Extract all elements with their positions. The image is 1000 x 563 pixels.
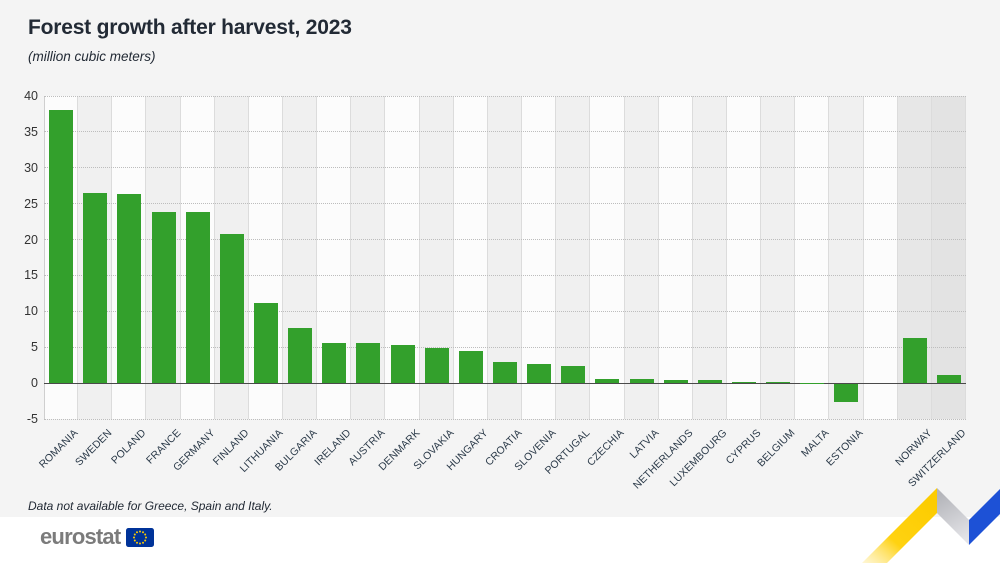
- bar-hungary[interactable]: [458, 350, 483, 384]
- column-stripe: [658, 96, 693, 419]
- column-stripe: [692, 96, 727, 419]
- bar-luxembourg[interactable]: [697, 380, 722, 384]
- y-tick-label: 10: [24, 304, 38, 319]
- bar-bulgaria[interactable]: [288, 327, 313, 384]
- footer-bar: eurostat: [0, 517, 1000, 563]
- decoration-ribbon-icon: [862, 488, 1000, 563]
- eurostat-logo[interactable]: eurostat: [40, 524, 155, 549]
- bar-austria[interactable]: [356, 342, 381, 384]
- bar-lithuania[interactable]: [253, 303, 278, 384]
- y-tick-label: 35: [24, 124, 38, 139]
- column-stripe: [624, 96, 659, 419]
- bar-romania[interactable]: [49, 109, 74, 384]
- y-tick-label: 5: [31, 340, 38, 355]
- gridline: [44, 346, 966, 348]
- gridline: [44, 274, 966, 276]
- eu-flag-icon: [126, 527, 155, 547]
- bar-poland[interactable]: [117, 193, 142, 384]
- column-stripe: [795, 96, 830, 419]
- bar-slovakia[interactable]: [424, 347, 449, 384]
- column-stripe: [761, 96, 796, 419]
- y-tick-label: 25: [24, 196, 38, 211]
- bar-portugal[interactable]: [561, 365, 586, 384]
- gridline: [44, 95, 966, 97]
- y-tick-label: 40: [24, 89, 38, 103]
- y-tick-label: -5: [26, 412, 38, 426]
- column-stripe: [863, 96, 898, 419]
- bar-finland[interactable]: [219, 233, 244, 384]
- bar-czechia[interactable]: [595, 378, 620, 384]
- y-tick-label: 20: [24, 232, 38, 247]
- bar-netherlands[interactable]: [663, 379, 688, 384]
- bar-croatia[interactable]: [493, 361, 517, 384]
- y-tick-label: 15: [24, 268, 38, 283]
- bar-slovenia[interactable]: [527, 363, 552, 384]
- gridline: [44, 239, 966, 241]
- bar-latvia[interactable]: [629, 378, 654, 384]
- bar-norway[interactable]: [902, 337, 927, 384]
- bar-sweden[interactable]: [83, 192, 108, 384]
- column-stripe: [726, 96, 762, 419]
- bar-france[interactable]: [151, 211, 176, 384]
- bar-denmark[interactable]: [390, 345, 415, 384]
- footnote: Data not available for Greece, Spain and…: [28, 499, 273, 513]
- gridline: [44, 310, 966, 312]
- column-stripe: [556, 96, 591, 419]
- page-title: Forest growth after harvest, 2023: [28, 16, 352, 39]
- column-stripe: [590, 96, 625, 419]
- y-tick-label: 30: [24, 160, 38, 175]
- bar-cyprus[interactable]: [732, 381, 757, 384]
- bar-switzerland[interactable]: [936, 375, 961, 384]
- bar-belgium[interactable]: [766, 381, 791, 384]
- bar-germany[interactable]: [185, 211, 210, 384]
- plot-area: [44, 95, 966, 420]
- gridline: [44, 131, 966, 133]
- gridline: [44, 203, 966, 205]
- gridline: [44, 418, 966, 420]
- column-stripe: [931, 96, 966, 419]
- column-stripe: [829, 96, 864, 419]
- y-tick-label: 0: [31, 376, 38, 391]
- zero-axis-line: [44, 382, 966, 384]
- eurostat-logo-text: eurostat: [40, 524, 121, 549]
- gridline: [44, 167, 966, 169]
- page-subtitle: (million cubic meters): [28, 49, 156, 64]
- bar-estonia[interactable]: [834, 384, 859, 403]
- bar-ireland[interactable]: [322, 342, 347, 384]
